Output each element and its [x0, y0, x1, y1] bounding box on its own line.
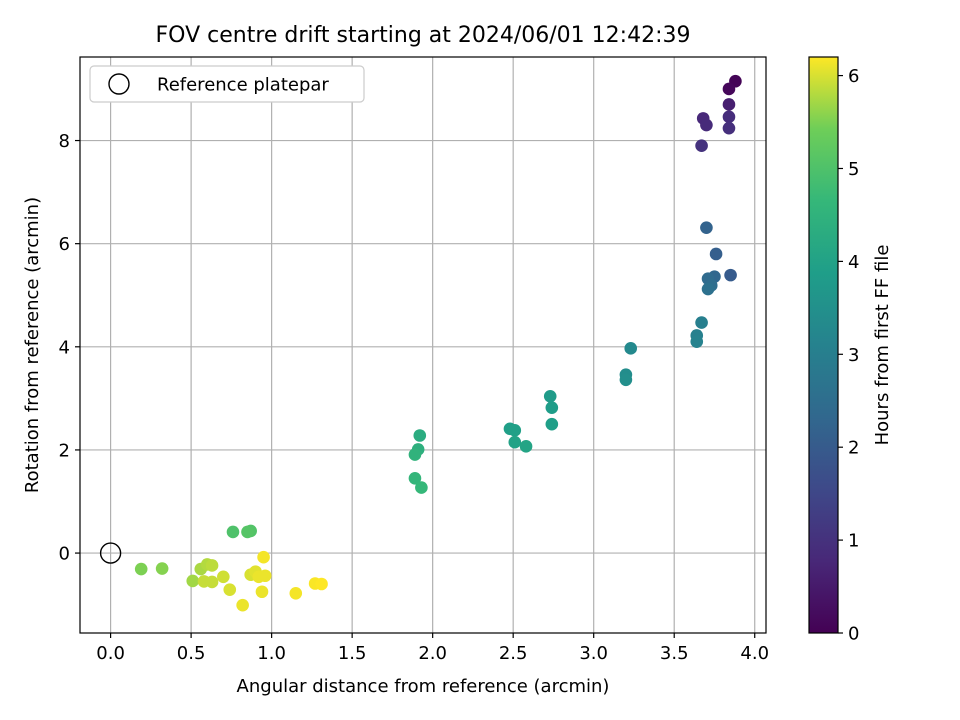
x-tick-label-4: 2.0: [418, 643, 447, 664]
x-tick-label-6: 3.0: [579, 643, 608, 664]
data-point: [257, 550, 270, 564]
y-tick-label-3: 6: [59, 234, 70, 255]
plot-frame: [79, 56, 767, 634]
data-point: [508, 424, 522, 437]
data-point: [700, 221, 713, 234]
x-axis-label: Angular distance from reference (arcmin): [237, 676, 610, 697]
legend: Reference platepar: [89, 65, 365, 103]
y-tick-label-2: 4: [59, 337, 70, 358]
data-point: [724, 268, 737, 282]
x-tick-label-2: 1.0: [257, 643, 286, 664]
y-tick-label-1: 2: [59, 440, 70, 461]
data-point: [695, 316, 708, 329]
colorbar-ticks: 0 1 2 3 4 5 6: [838, 66, 859, 645]
colorbar-tick-label-6: 6: [848, 66, 859, 87]
data-point: [217, 570, 230, 584]
data-point: [226, 525, 240, 539]
x-tick-label-5: 2.5: [499, 643, 528, 664]
x-tick-label-1: 0.5: [177, 643, 206, 664]
colorbar: 0 1 2 3 4 5 6 Hours from first FF file: [808, 56, 893, 645]
legend-box: [89, 65, 365, 103]
colorbar-tick-label-4: 4: [848, 252, 859, 273]
x-tick-label-0: 0.0: [96, 643, 125, 664]
data-point: [408, 471, 422, 485]
data-point: [258, 569, 272, 583]
data-point: [289, 586, 303, 600]
data-point: [508, 435, 522, 449]
data-point: [701, 282, 715, 296]
data-point: [315, 577, 328, 591]
x-axis-ticks: 0.0 0.5 1.0 1.5 2.0 2.5 3.0 3.5 4.0: [96, 633, 769, 664]
data-point: [415, 481, 428, 494]
legend-entry-reference-platepar: Reference platepar: [157, 75, 329, 96]
x-tick-label-7: 3.5: [660, 643, 689, 664]
y-axis-label: Rotation from reference (arcmin): [22, 197, 43, 493]
colorbar-tick-label-5: 5: [848, 159, 859, 180]
data-point: [134, 562, 148, 576]
y-tick-label-0: 0: [59, 544, 70, 565]
data-point: [241, 525, 254, 539]
data-point: [543, 390, 557, 403]
data-point: [722, 82, 736, 96]
data-point: [722, 121, 736, 135]
data-point: [545, 401, 559, 414]
data-point: [205, 575, 219, 589]
colorbar-tick-label-0: 0: [848, 624, 859, 645]
reference-platepar-marker: [99, 542, 122, 564]
data-point: [722, 110, 736, 124]
data-point: [519, 440, 533, 453]
data-point: [413, 429, 427, 442]
data-point: [709, 247, 723, 261]
data-point: [722, 98, 736, 111]
data-point: [695, 139, 708, 152]
data-point: [619, 373, 633, 387]
data-point: [223, 583, 237, 596]
data-point: [700, 118, 713, 132]
y-tick-label-4: 8: [59, 131, 70, 152]
y-axis-ticks: 0 2 4 6 8: [59, 131, 80, 565]
data-point: [545, 417, 559, 431]
reference-marker-group: [99, 542, 122, 564]
x-tick-label-3: 1.5: [338, 643, 367, 664]
colorbar-tick-label-3: 3: [848, 345, 859, 366]
data-point: [624, 342, 638, 355]
data-point: [186, 574, 200, 588]
data-point: [255, 585, 269, 599]
colorbar-tick-label-1: 1: [848, 531, 859, 552]
data-points: [134, 74, 742, 612]
data-point: [236, 598, 249, 612]
data-point: [690, 335, 704, 348]
colorbar-gradient: [808, 56, 839, 634]
colorbar-tick-label-2: 2: [848, 438, 859, 459]
data-point: [155, 562, 169, 575]
data-point: [205, 559, 219, 572]
data-point: [408, 448, 422, 461]
legend-reference-marker-icon: [108, 73, 130, 95]
grid: [80, 57, 766, 633]
chart-title: FOV centre drift starting at 2024/06/01 …: [156, 23, 691, 48]
colorbar-label: Hours from first FF file: [872, 245, 893, 446]
x-tick-label-8: 4.0: [740, 643, 769, 664]
